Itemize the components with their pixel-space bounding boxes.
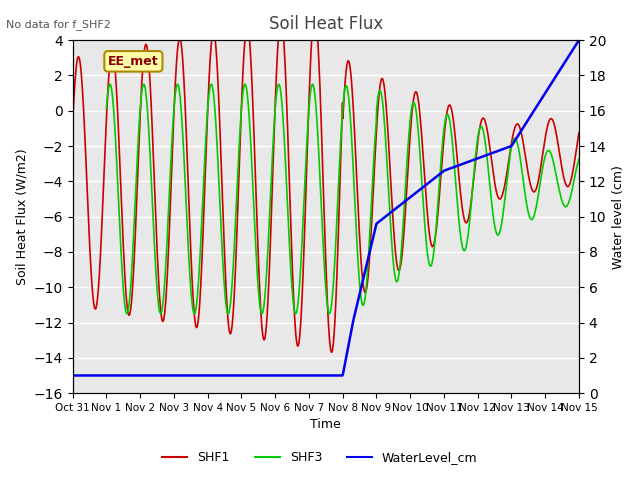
Title: Soil Heat Flux: Soil Heat Flux [269, 15, 383, 33]
WaterLevel_cm [284, 372, 291, 378]
WaterLevel_cm [303, 372, 311, 378]
WaterLevel_cm [108, 372, 116, 378]
SHF3 [575, 156, 583, 162]
Text: No data for f_SHF2: No data for f_SHF2 [6, 19, 111, 30]
SHF1 [69, 119, 77, 125]
SHF3 [303, 136, 311, 142]
SHF1 [129, 287, 136, 293]
SHF1 [311, 11, 319, 16]
SHF3 [294, 300, 302, 306]
X-axis label: Time: Time [310, 419, 341, 432]
Legend: SHF1, SHF3, WaterLevel_cm: SHF1, SHF3, WaterLevel_cm [157, 446, 483, 469]
Y-axis label: Soil Heat Flux (W/m2): Soil Heat Flux (W/m2) [15, 148, 28, 285]
SHF1 [294, 343, 302, 349]
SHF3 [108, 88, 116, 94]
SHF1 [575, 130, 583, 135]
WaterLevel_cm [69, 372, 77, 378]
WaterLevel_cm [357, 287, 365, 292]
SHF3 [284, 202, 291, 207]
SHF1 [303, 153, 311, 159]
WaterLevel_cm [575, 37, 583, 43]
SHF3 [129, 255, 136, 261]
Text: EE_met: EE_met [108, 55, 159, 68]
SHF1 [358, 264, 365, 269]
Y-axis label: Water level (cm): Water level (cm) [612, 165, 625, 268]
SHF1 [328, 349, 335, 355]
WaterLevel_cm [129, 372, 136, 378]
Line: SHF1: SHF1 [73, 13, 579, 352]
SHF1 [284, 122, 291, 128]
Line: SHF3: SHF3 [106, 84, 579, 314]
SHF3 [357, 293, 365, 299]
WaterLevel_cm [294, 372, 302, 378]
Line: WaterLevel_cm: WaterLevel_cm [73, 40, 579, 375]
SHF1 [108, 48, 116, 54]
